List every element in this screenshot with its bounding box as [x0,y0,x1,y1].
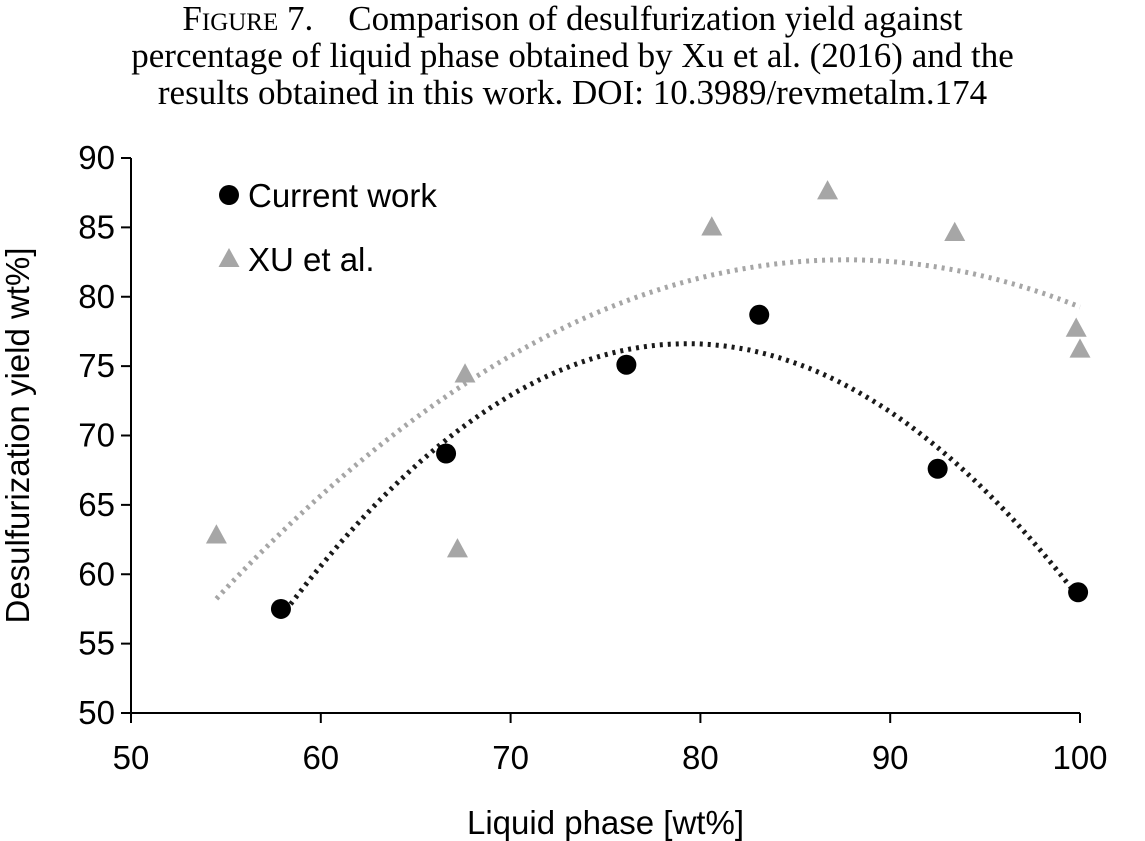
data-point-current-work [436,443,457,464]
data-point-xu-et-al [1069,338,1091,358]
legend: Current work XU et al. [218,177,437,278]
data-point-xu-et-al [701,216,723,236]
trendline-current-work [278,341,1081,619]
legend-marker-triangle [218,248,240,267]
caption-line-3: results obtained in this work. DOI: 10.3… [157,73,988,112]
y-tick-label: 55 [78,625,115,662]
x-tick-label: 90 [872,739,909,776]
data-point-xu-et-al [817,180,839,200]
data-points [205,180,1091,619]
y-tick-label: 50 [78,694,115,731]
x-tick-label: 100 [1052,739,1107,776]
legend-label: XU et al. [248,241,375,278]
data-point-xu-et-al [1065,317,1087,337]
caption-line-2: percentage of liquid phase obtained by X… [131,36,1014,75]
y-tick-label: 65 [78,486,115,523]
trendline-xu-et-al [214,257,1081,601]
figure-caption: Figure 7. Comparison of desulfurization … [0,0,1145,111]
x-axis-label: Liquid phase [wt%] [467,804,744,841]
data-point-current-work [1068,582,1089,603]
y-tick-label: 80 [78,278,115,315]
legend-marker-circle [219,185,239,205]
y-tick-label: 90 [78,139,115,176]
y-tick-label: 75 [78,347,115,384]
legend-label: Current work [248,177,437,214]
data-point-xu-et-al [944,221,966,242]
data-point-xu-et-al [454,363,476,383]
axes: 50 55 60 65 70 75 80 85 90 50 60 70 80 90 100 [78,139,1107,776]
y-tick-label: 60 [78,555,115,592]
data-point-current-work [270,598,291,619]
data-point-current-work [927,458,948,479]
data-point-xu-et-al [205,524,227,544]
y-tick-label: 85 [78,208,115,245]
x-tick-label: 70 [492,739,529,776]
x-tick-label: 80 [682,739,719,776]
y-axis-label: Desulfurization yield wt%] [0,248,36,624]
x-tick-label: 60 [302,739,339,776]
y-tick-label: 70 [78,417,115,454]
data-point-current-work [616,354,637,375]
data-point-current-work [749,304,770,325]
x-tick-label: 50 [113,739,150,776]
trendlines [214,257,1081,619]
caption-line-1: Figure 7. Comparison of desulfurization … [0,0,1145,37]
caption-text-1: Comparison of desulfurization yield agai… [348,0,963,38]
data-point-xu-et-al [446,538,468,558]
figure-label: Figure 7. [182,0,314,38]
